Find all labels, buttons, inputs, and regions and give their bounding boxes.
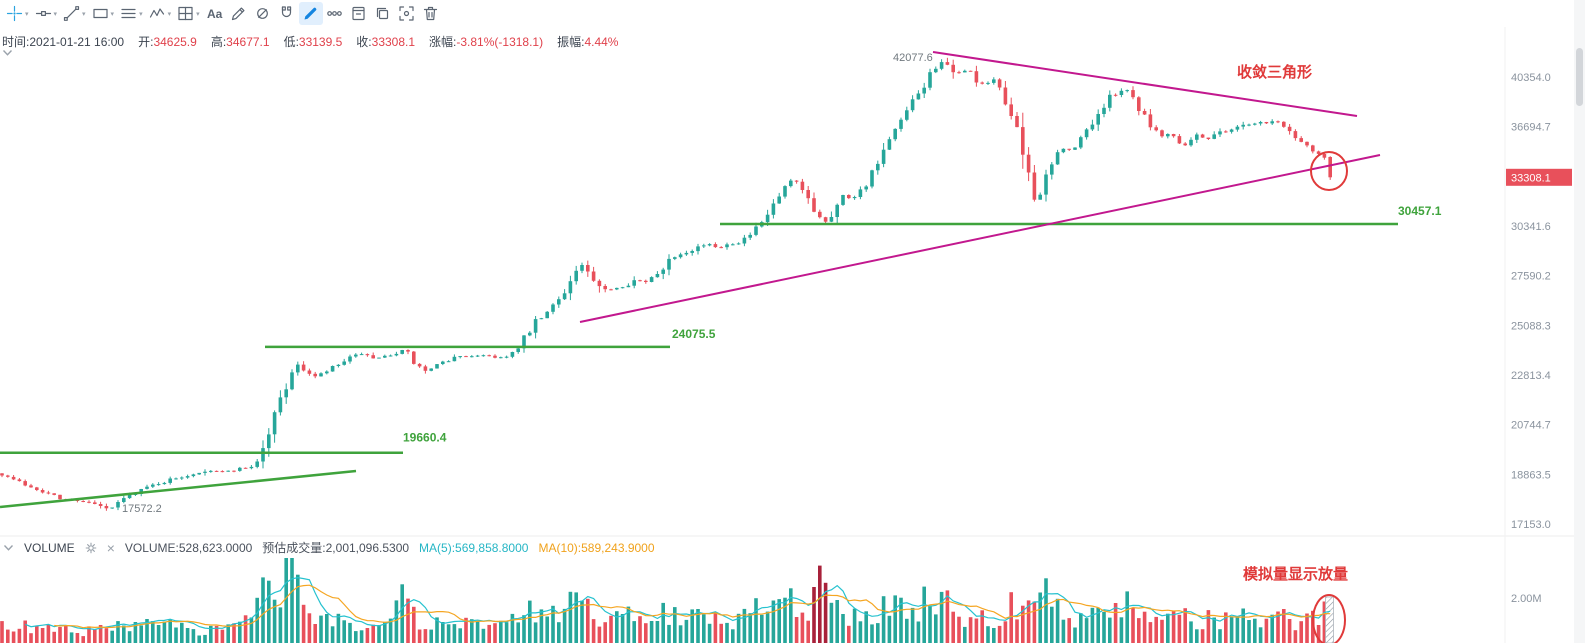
highlight-circle [1310, 151, 1348, 191]
scrollbar-thumb[interactable] [1576, 48, 1583, 106]
trend-line [932, 51, 1358, 117]
peak-price-label: 42077.6 [893, 52, 933, 64]
support-line-label: 24075.5 [672, 327, 716, 341]
trend-line-tool[interactable]: ▾ [60, 2, 89, 25]
dropdown-caret-icon: ▾ [196, 10, 200, 18]
delete-tool[interactable] [419, 2, 443, 25]
indicator-close-button[interactable]: × [106, 539, 115, 556]
brush-icon [232, 7, 245, 21]
wave-tool[interactable]: ▾ [146, 2, 175, 25]
chevron-down-icon [3, 544, 14, 551]
ohlc-fields: 开:34625.9 高:34677.1 低:33139.5 收:33308.1 涨幅:-… [138, 33, 618, 50]
screenshot-icon [399, 6, 414, 21]
volume-ma5-value: MA(5):569,858.8000 [419, 540, 529, 555]
axis-label: 20744.7 [1511, 420, 1551, 432]
ohlc-field: 开:34625.9 [138, 35, 197, 49]
copy-tool[interactable] [371, 2, 395, 25]
trough-price-label: 17572.2 [122, 503, 162, 515]
pen-tool[interactable] [298, 2, 323, 25]
collapse-volume-chevron[interactable] [3, 544, 14, 552]
trend-line [0, 469, 357, 509]
axis-label: 17153.0 [1511, 519, 1551, 531]
axis-label: 27590.2 [1511, 271, 1551, 283]
link-tool[interactable] [251, 2, 275, 25]
vertical-scrollbar[interactable] [1574, 0, 1585, 643]
support-line-label: 30457.1 [1398, 204, 1442, 218]
magnet-tool[interactable] [275, 2, 299, 25]
dropdown-caret-icon: ▾ [25, 10, 29, 18]
axis-label: 30341.6 [1511, 221, 1551, 233]
indicator-name: VOLUME [24, 540, 75, 555]
volume-indicator-header: VOLUME × VOLUME:528,623.0000 预估成交量:2,001… [3, 539, 655, 556]
trend-line [579, 154, 1381, 323]
candles-layer[interactable] [0, 57, 1332, 511]
link-icon [257, 8, 269, 19]
text-tool[interactable]: Aa [203, 2, 227, 25]
axis-label: 22813.4 [1511, 370, 1551, 382]
brush-tool[interactable] [227, 2, 251, 25]
collapse-chart-chevron[interactable] [2, 49, 13, 57]
gear-icon [85, 542, 97, 553]
time-label: 时间: [2, 35, 30, 49]
ohlc-field: 收:33308.1 [356, 35, 416, 49]
horizontal-line-tool[interactable]: ▾ [32, 2, 61, 25]
archive-icon [352, 6, 365, 21]
volume-axis-label: 2.00M [1511, 593, 1542, 605]
text-tool-icon: Aa [206, 6, 223, 21]
dropdown-caret-icon: ▾ [82, 10, 86, 18]
svg-text:33308.1: 33308.1 [1511, 172, 1551, 184]
shape-tool[interactable]: ▾ [89, 2, 118, 25]
axis-label: 36694.7 [1511, 122, 1551, 134]
time-field: 时间:2021-01-21 16:00 [2, 33, 124, 50]
magnet-icon [282, 6, 292, 18]
dropdown-caret-icon: ▾ [139, 10, 143, 18]
ohlc-field: 高:34677.1 [210, 35, 270, 49]
dropdown-caret-icon: ▾ [53, 10, 58, 18]
drawing-toolbar: ▾ ▾ ▾ ▾ ▾ ▾ ▾ Aa [0, 0, 1585, 27]
highlight-circle [1312, 594, 1346, 643]
chevron-down-icon [2, 50, 13, 56]
group-dots-icon [327, 11, 342, 16]
axis-label: 40354.0 [1511, 72, 1551, 84]
group-tool[interactable] [323, 2, 347, 25]
volume-bars-layer[interactable] [0, 558, 1332, 643]
screenshot-tool[interactable] [395, 2, 419, 25]
dropdown-caret-icon: ▾ [110, 10, 115, 18]
current-price-badge [1506, 168, 1572, 186]
copy-icon [377, 7, 389, 20]
pattern-tool[interactable]: ▾ [174, 2, 203, 25]
ohlc-info-bar: 时间:2021-01-21 16:00 开:34625.9 高:34677.1 低:… [2, 33, 618, 50]
triangle-note: 收敛三角形 [1237, 63, 1312, 81]
support-line-label: 19660.4 [403, 431, 447, 445]
trash-icon [424, 6, 438, 21]
axis-label: 18863.5 [1511, 469, 1551, 481]
ohlc-field: 振幅:4.44% [557, 35, 619, 49]
pane-separators [0, 27, 1585, 643]
volume-value: VOLUME:528,623.0000 [124, 540, 253, 555]
archive-tool[interactable] [347, 2, 371, 25]
pen-icon [304, 7, 317, 20]
axis-label: 25088.3 [1511, 320, 1551, 332]
ohlc-field: 低:33139.5 [283, 35, 343, 49]
volume-ma10-value: MA(10):589,243.9000 [538, 540, 655, 555]
dropdown-caret-icon: ▾ [167, 10, 172, 18]
price-axis[interactable]: 40354.0 36694.7 33308.1 30341.6 27590.2 25088… [1506, 72, 1572, 605]
volume-note: 模拟量显示放量 [1243, 565, 1348, 583]
lines-tool[interactable]: ▾ [117, 2, 146, 25]
simulated-volume-bar [1325, 596, 1334, 643]
crosshair-tool[interactable]: ▾ [3, 2, 32, 25]
volume-ma-layer [24, 576, 1331, 631]
estimated-volume-value: 预估成交量:2,001,096.5300 [262, 541, 410, 555]
indicator-settings-button[interactable] [85, 542, 97, 554]
ohlc-field: 涨幅:-3.81%(-1318.1) [429, 35, 544, 49]
time-value: 2021-01-21 16:00 [29, 35, 125, 49]
